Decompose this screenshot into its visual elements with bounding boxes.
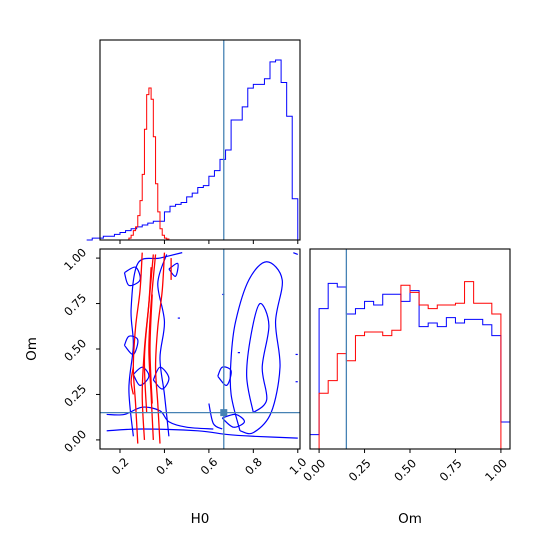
h0-hist-red — [128, 87, 172, 241]
om-x-tick-label-4: 1.00 — [482, 456, 510, 484]
h0-hist-blue — [86, 59, 299, 241]
contour-blue-10 — [246, 302, 270, 414]
om-x-tick-label-3: 0.75 — [437, 456, 465, 484]
contour-blue-8 — [168, 262, 179, 277]
contour-blue-4 — [123, 266, 141, 287]
h0-tick-label-0: 0.2 — [109, 455, 132, 478]
contour-red-5 — [149, 294, 153, 404]
contour-blue-14 — [293, 252, 299, 256]
contour-blue-0 — [106, 428, 298, 439]
om-x-tick-label-1: 0.25 — [346, 456, 374, 484]
y-axis-label-om: Om — [24, 337, 40, 361]
contour-blue-6 — [132, 366, 150, 386]
contour-blue-1 — [106, 406, 214, 430]
om-x-tick-label-2: 0.50 — [391, 456, 419, 484]
contour-blue-5 — [123, 335, 139, 356]
om-y-tick-label-1: 0.25 — [61, 382, 89, 410]
contour-blue-9 — [229, 261, 283, 435]
h0-marginal-panel — [86, 39, 301, 244]
h0-om-contour-panel: 0.2 0.4 0.6 0.8 1.0 0.000.250.500.751.00 — [61, 245, 309, 477]
om-marginal-panel: 0.00 0.25 0.50 0.75 1.00 — [300, 248, 511, 484]
contour-blue-11 — [221, 413, 246, 428]
contour-blue-3 — [157, 254, 170, 437]
h0-tick-label-2: 0.6 — [198, 455, 221, 478]
contour-blue-2 — [128, 252, 183, 437]
contour-red-4 — [143, 267, 152, 413]
om-hist-red — [310, 281, 510, 450]
contour-red-3 — [148, 254, 157, 440]
contour-blue-13 — [208, 403, 223, 430]
om-y-tick-label-2: 0.50 — [61, 336, 89, 364]
om-y-tick-label-4: 1.00 — [61, 245, 89, 273]
h0-tick-label-3: 0.8 — [242, 455, 265, 478]
twod-truth-marker — [220, 409, 228, 417]
contour-red-0 — [132, 252, 143, 444]
h0-tick-label-1: 0.4 — [153, 455, 176, 478]
om-y-tick-label-0: 0.00 — [61, 427, 89, 455]
contour-red-6 — [130, 367, 134, 395]
contour-red-1 — [154, 252, 166, 444]
om-hist-blue — [309, 282, 511, 449]
x-axis-label-h0: H0 — [191, 511, 210, 527]
om-y-tick-label-3: 0.75 — [61, 291, 89, 319]
contour-blue-7 — [152, 366, 170, 390]
x-axis-label-om: Om — [398, 511, 422, 527]
